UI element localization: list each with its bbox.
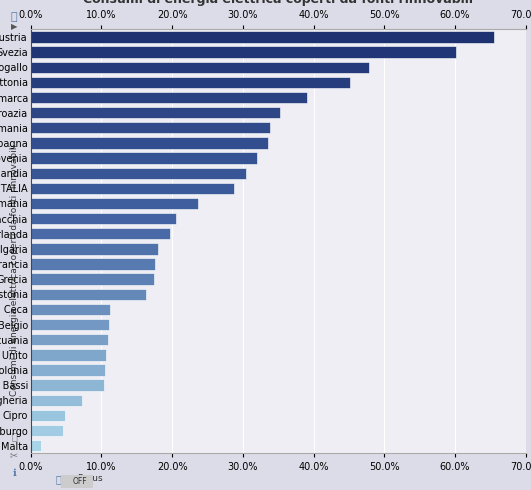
Bar	[31, 122, 270, 133]
Bar	[31, 137, 268, 148]
Bar	[31, 228, 170, 240]
Bar	[31, 258, 155, 270]
Text: ✂: ✂	[10, 451, 18, 461]
Text: ⓘ: ⓘ	[11, 12, 18, 22]
FancyBboxPatch shape	[58, 474, 96, 489]
Text: Focus: Focus	[77, 474, 102, 483]
Bar	[31, 92, 307, 103]
Bar	[31, 107, 280, 118]
Text: Consumi di energia elettrica coperti da fonti rinnovabili: Consumi di energia elettrica coperti da …	[10, 144, 19, 395]
Bar	[31, 394, 82, 406]
Text: ⓘ: ⓘ	[55, 474, 62, 484]
Text: 🔍: 🔍	[11, 431, 17, 441]
Bar	[31, 152, 257, 164]
Bar	[31, 273, 154, 285]
Bar	[31, 365, 105, 376]
Bar	[31, 319, 108, 330]
Bar	[31, 168, 246, 179]
Title: Consumi di energia elettrica coperti da fonti rinnovabili: Consumi di energia elettrica coperti da …	[83, 0, 473, 6]
Text: ℹ: ℹ	[12, 468, 16, 478]
Bar	[31, 213, 176, 224]
Bar	[31, 77, 350, 88]
Bar	[31, 47, 456, 58]
Text: ▶: ▶	[11, 22, 18, 31]
Bar	[31, 349, 106, 361]
Bar	[31, 425, 63, 436]
Text: OFF: OFF	[73, 477, 88, 486]
Bar	[31, 334, 108, 345]
Bar	[31, 31, 494, 43]
Bar	[31, 410, 65, 421]
Bar	[31, 183, 234, 194]
Bar	[31, 62, 370, 73]
Bar	[31, 379, 104, 391]
Bar	[31, 440, 41, 451]
Bar	[31, 289, 146, 300]
Bar	[31, 304, 110, 315]
Bar	[31, 198, 199, 209]
Bar	[31, 243, 158, 255]
